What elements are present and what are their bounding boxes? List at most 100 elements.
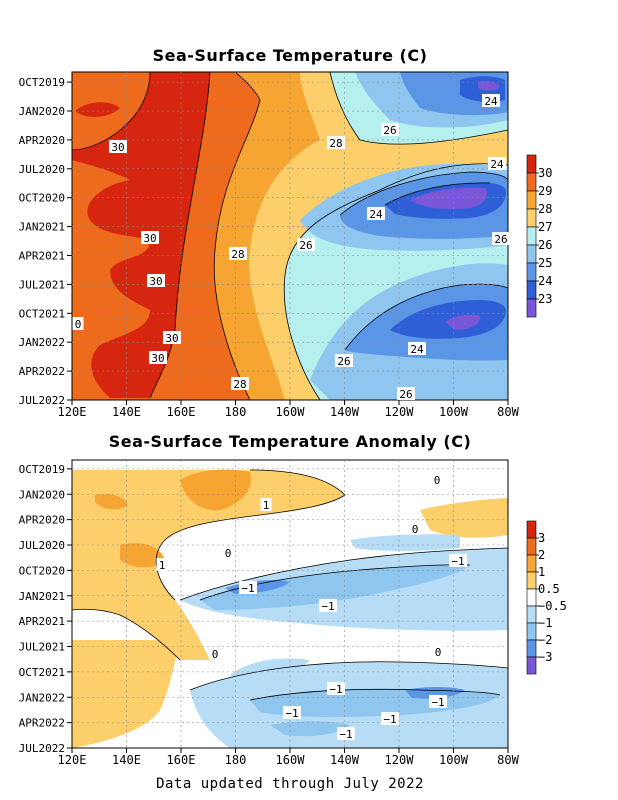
contour-label: 0 <box>435 646 442 659</box>
contour-label-bg <box>449 554 467 567</box>
colorbar-label: −0.5 <box>538 599 567 613</box>
contour-label: −1 <box>241 582 254 595</box>
y-tick-label: JAN2022 <box>19 336 65 349</box>
contour-label-bg <box>109 140 127 153</box>
colorbar-swatch <box>526 639 537 658</box>
contour-label: −1 <box>451 555 464 568</box>
colorbar-swatch <box>526 280 537 300</box>
contour-label-bg <box>149 351 167 364</box>
contour-label-bg <box>327 136 345 149</box>
x-tick-label: 80W <box>497 753 519 767</box>
contour-label-bg <box>381 712 399 725</box>
y-tick-label: JUL2021 <box>19 641 65 654</box>
x-tick-label: 160W <box>276 405 306 419</box>
x-tick-label: 160E <box>167 405 196 419</box>
colorbar-swatch <box>526 588 537 607</box>
colorbar-swatch <box>526 262 537 282</box>
colorbar-label: 30 <box>538 166 552 180</box>
colorbar-label: 26 <box>538 238 552 252</box>
contour-label-bg <box>297 238 315 251</box>
contour-label-bg <box>229 247 247 260</box>
colorbar-label: −2 <box>538 633 552 647</box>
y-tick-label: JUL2022 <box>19 742 65 755</box>
y-tick-label: APR2021 <box>19 615 65 628</box>
x-tick-label: 140W <box>330 753 360 767</box>
contour-label: 26 <box>494 233 507 246</box>
contour-label: 26 <box>383 124 396 137</box>
contour-label-bg <box>209 647 221 660</box>
colorbar-swatch <box>526 554 537 573</box>
y-tick-label: APR2022 <box>19 717 65 730</box>
x-tick-label: 180 <box>225 753 247 767</box>
colorbar-label: −3 <box>538 650 552 664</box>
contour-label: 24 <box>369 208 383 221</box>
contour-label: 30 <box>165 332 178 345</box>
colorbar-label: −1 <box>538 616 552 630</box>
colorbar-label: 27 <box>538 220 552 234</box>
sst-colorbar: 30 29 28 27 26 25 24 23 <box>526 154 552 318</box>
colorbar-swatch <box>526 298 537 318</box>
contour-label-bg <box>432 645 444 658</box>
colorbar-label: 0.5 <box>538 582 560 596</box>
y-tick-label: OCT2019 <box>19 463 65 476</box>
contour-label: 30 <box>151 352 164 365</box>
contour-label: 30 <box>143 232 156 245</box>
y-tick-label: APR2020 <box>19 514 65 527</box>
contour-label: 0 <box>225 547 232 560</box>
anomaly-axes: 120E 140E 160E 180 160W 140W 120W 100W 80W OCT201… <box>19 463 520 767</box>
contour-label: 0 <box>75 318 82 331</box>
y-tick-label: APR2022 <box>19 365 65 378</box>
contour-label: −1 <box>339 728 352 741</box>
contour-label: 26 <box>299 239 312 252</box>
colorbar-swatch <box>526 226 537 246</box>
colorbar-swatch <box>526 244 537 264</box>
contour-label-bg <box>488 157 506 170</box>
sst-title: Sea-Surface Temperature (C) <box>152 46 428 65</box>
colorbar-label: 23 <box>538 292 552 306</box>
contour-label-bg <box>72 317 84 330</box>
contour-label-bg <box>319 599 337 612</box>
y-tick-label: JUL2020 <box>19 163 65 176</box>
y-tick-label: JAN2021 <box>19 221 65 234</box>
footer-note: Data updated through July 2022 <box>156 776 424 792</box>
contour-label: 30 <box>111 141 124 154</box>
contour-label: 1 <box>263 499 270 512</box>
contour-label-bg <box>327 682 345 695</box>
contour-label-bg <box>482 94 500 107</box>
contour-label-bg <box>147 274 165 287</box>
contour-label: 0 <box>434 474 441 487</box>
contour-label-bg <box>408 342 426 355</box>
y-tick-label: JAN2020 <box>19 105 65 118</box>
contour-label-bg <box>231 377 249 390</box>
x-tick-label: 100W <box>439 753 469 767</box>
contour-label-bg <box>397 387 415 400</box>
contour-label: 24 <box>484 95 498 108</box>
x-tick-label: 120W <box>385 753 415 767</box>
contour-label: 0 <box>412 523 419 536</box>
contour-label: 28 <box>231 248 244 261</box>
contour-label: −1 <box>383 713 396 726</box>
y-tick-label: JAN2022 <box>19 691 65 704</box>
y-tick-label: APR2020 <box>19 134 65 147</box>
contour-label-bg <box>260 498 272 511</box>
x-tick-label: 140E <box>112 405 141 419</box>
x-tick-label: 120W <box>385 405 415 419</box>
sst-field <box>72 72 508 400</box>
contour-label-bg <box>283 706 301 719</box>
contour-label-bg <box>409 522 421 535</box>
y-tick-label: APR2021 <box>19 250 65 263</box>
contour-label: −1 <box>321 600 334 613</box>
contour-label: 1 <box>159 559 166 572</box>
contour-label: 24 <box>410 343 424 356</box>
x-tick-label: 120E <box>58 753 87 767</box>
colorbar-swatch <box>526 154 537 174</box>
colorbar-swatch <box>526 190 537 210</box>
x-tick-label: 120E <box>58 405 87 419</box>
x-tick-label: 80W <box>497 405 519 419</box>
contour-label-bg <box>222 546 234 559</box>
colorbar-swatch <box>526 605 537 624</box>
colorbar-label: 25 <box>538 256 552 270</box>
colorbar-swatch <box>526 208 537 228</box>
